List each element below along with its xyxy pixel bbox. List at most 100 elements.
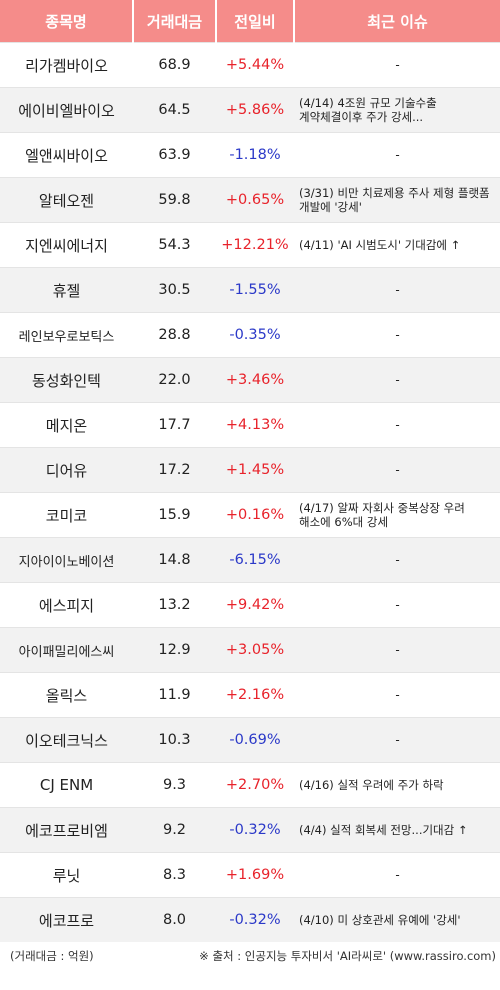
- table-row: 지엔씨에너지 54.3 +12.21% (4/11) 'AI 시범도시' 기대감에 ↑: [0, 222, 500, 268]
- price-change: +5.86%: [216, 87, 294, 133]
- table-row: 에코프로 8.0 -0.32% (4/10) 미 상호관세 유예에 '강세': [0, 897, 500, 943]
- recent-issue[interactable]: (4/10) 미 상호관세 유예에 '강세': [294, 897, 500, 943]
- price-change: -1.55%: [216, 267, 294, 313]
- table-row: 디어유 17.2 +1.45% -: [0, 447, 500, 493]
- table-footer: (거래대금 : 억원) ※ 출처 : 인공지능 투자비서 'AI라씨로' (ww…: [0, 943, 500, 969]
- trading-volume: 8.3: [133, 852, 216, 898]
- trading-volume: 63.9: [133, 132, 216, 178]
- table-row: 아이패밀리에스씨 12.9 +3.05% -: [0, 627, 500, 673]
- stock-name[interactable]: 엘앤씨바이오: [0, 132, 133, 178]
- table-row: 알테오젠 59.8 +0.65% (3/31) 비만 치료제용 주사 제형 플랫폼 개…: [0, 177, 500, 223]
- header-name: 종목명: [0, 0, 133, 43]
- recent-issue: -: [294, 267, 500, 313]
- recent-issue[interactable]: (3/31) 비만 치료제용 주사 제형 플랫폼 개발에 '강세': [294, 177, 500, 223]
- stock-name[interactable]: 리가켐바이오: [0, 42, 133, 88]
- table-row: 휴젤 30.5 -1.55% -: [0, 267, 500, 313]
- stock-name[interactable]: 에스피지: [0, 582, 133, 628]
- table-body: 리가켐바이오 68.9 +5.44% - 에이비엘바이오 64.5 +5.86% (4/14)…: [0, 42, 500, 943]
- price-change: -6.15%: [216, 537, 294, 583]
- stock-name[interactable]: CJ ENM: [0, 762, 133, 808]
- trading-volume: 9.3: [133, 762, 216, 808]
- trading-volume: 64.5: [133, 87, 216, 133]
- recent-issue[interactable]: (4/11) 'AI 시범도시' 기대감에 ↑: [294, 222, 500, 268]
- stock-name[interactable]: 휴젤: [0, 267, 133, 313]
- price-change: +12.21%: [216, 222, 294, 268]
- price-change: +1.69%: [216, 852, 294, 898]
- price-change: +4.13%: [216, 402, 294, 448]
- table-row: 메지온 17.7 +4.13% -: [0, 402, 500, 448]
- table-row: 리가켐바이오 68.9 +5.44% -: [0, 42, 500, 88]
- trading-volume: 17.7: [133, 402, 216, 448]
- price-change: -0.32%: [216, 807, 294, 853]
- recent-issue: -: [294, 717, 500, 763]
- price-change: +3.05%: [216, 627, 294, 673]
- recent-issue[interactable]: (4/17) 알짜 자회사 중복상장 우려 해소에 6%대 강세: [294, 492, 500, 538]
- header-volume: 거래대금: [132, 0, 216, 43]
- table-row: 루닛 8.3 +1.69% -: [0, 852, 500, 898]
- recent-issue: -: [294, 357, 500, 403]
- stock-volume-table: 종목명 거래대금 전일비 최근 이슈 리가켐바이오 68.9 +5.44% - 에이비엘…: [0, 0, 500, 943]
- stock-name[interactable]: 아이패밀리에스씨: [0, 627, 133, 673]
- recent-issue: -: [294, 447, 500, 493]
- table-row: 동성화인텍 22.0 +3.46% -: [0, 357, 500, 403]
- stock-name[interactable]: 동성화인텍: [0, 357, 133, 403]
- price-change: +2.70%: [216, 762, 294, 808]
- trading-volume: 14.8: [133, 537, 216, 583]
- table-row: 에이비엘바이오 64.5 +5.86% (4/14) 4조원 규모 기술수출 계약체결…: [0, 87, 500, 133]
- stock-name[interactable]: 올릭스: [0, 672, 133, 718]
- table-row: 이오테크닉스 10.3 -0.69% -: [0, 717, 500, 763]
- recent-issue: -: [294, 852, 500, 898]
- recent-issue: -: [294, 627, 500, 673]
- price-change: +1.45%: [216, 447, 294, 493]
- trading-volume: 12.9: [133, 627, 216, 673]
- stock-name[interactable]: 디어유: [0, 447, 133, 493]
- stock-name[interactable]: 메지온: [0, 402, 133, 448]
- source-note: ※ 출처 : 인공지능 투자비서 'AI라씨로' (www.rassiro.co…: [199, 949, 496, 963]
- recent-issue: -: [294, 402, 500, 448]
- recent-issue[interactable]: (4/14) 4조원 규모 기술수출 계약체결이후 주가 강세...: [294, 87, 500, 133]
- price-change: +3.46%: [216, 357, 294, 403]
- table-row: 코미코 15.9 +0.16% (4/17) 알짜 자회사 중복상장 우려 해소에 6…: [0, 492, 500, 538]
- trading-volume: 30.5: [133, 267, 216, 313]
- price-change: -0.69%: [216, 717, 294, 763]
- recent-issue: -: [294, 582, 500, 628]
- stock-name[interactable]: 루닛: [0, 852, 133, 898]
- trading-volume: 54.3: [133, 222, 216, 268]
- recent-issue: -: [294, 672, 500, 718]
- trading-volume: 28.8: [133, 312, 216, 358]
- table-row: 레인보우로보틱스 28.8 -0.35% -: [0, 312, 500, 358]
- stock-name[interactable]: 코미코: [0, 492, 133, 538]
- stock-name[interactable]: 지아이이노베이션: [0, 537, 133, 583]
- trading-volume: 13.2: [133, 582, 216, 628]
- trading-volume: 22.0: [133, 357, 216, 403]
- stock-name[interactable]: 에코프로: [0, 897, 133, 943]
- recent-issue: -: [294, 132, 500, 178]
- stock-table-container: 종목명 거래대금 전일비 최근 이슈 리가켐바이오 68.9 +5.44% - 에이비엘…: [0, 0, 500, 969]
- price-change: +5.44%: [216, 42, 294, 88]
- trading-volume: 10.3: [133, 717, 216, 763]
- header-change: 전일비: [215, 0, 294, 43]
- recent-issue[interactable]: (4/16) 실적 우려에 주가 하락: [294, 762, 500, 808]
- price-change: +0.65%: [216, 177, 294, 223]
- price-change: -0.35%: [216, 312, 294, 358]
- stock-name[interactable]: 레인보우로보틱스: [0, 312, 133, 358]
- stock-name[interactable]: 에이비엘바이오: [0, 87, 133, 133]
- trading-volume: 8.0: [133, 897, 216, 943]
- trading-volume: 11.9: [133, 672, 216, 718]
- recent-issue: -: [294, 42, 500, 88]
- stock-name[interactable]: 이오테크닉스: [0, 717, 133, 763]
- table-row: CJ ENM 9.3 +2.70% (4/16) 실적 우려에 주가 하락: [0, 762, 500, 808]
- trading-volume: 17.2: [133, 447, 216, 493]
- price-change: +9.42%: [216, 582, 294, 628]
- trading-volume: 68.9: [133, 42, 216, 88]
- table-row: 에코프로비엠 9.2 -0.32% (4/4) 실적 회복세 전망...기대감 ↑: [0, 807, 500, 853]
- unit-note: (거래대금 : 억원): [10, 949, 94, 963]
- stock-name[interactable]: 지엔씨에너지: [0, 222, 133, 268]
- recent-issue[interactable]: (4/4) 실적 회복세 전망...기대감 ↑: [294, 807, 500, 853]
- stock-name[interactable]: 에코프로비엠: [0, 807, 133, 853]
- recent-issue: -: [294, 537, 500, 583]
- table-row: 에스피지 13.2 +9.42% -: [0, 582, 500, 628]
- stock-name[interactable]: 알테오젠: [0, 177, 133, 223]
- price-change: -0.32%: [216, 897, 294, 943]
- trading-volume: 15.9: [133, 492, 216, 538]
